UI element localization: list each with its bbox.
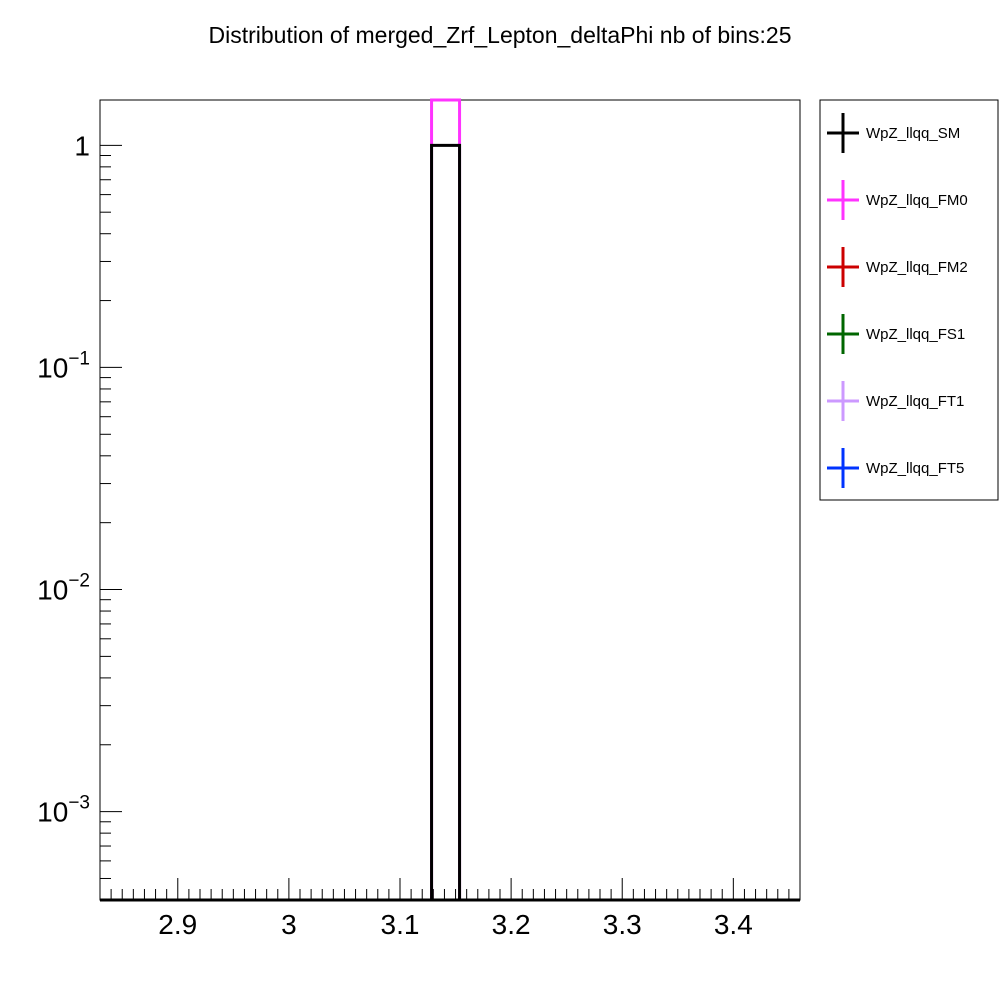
histogram-bar-wpz-llqq-fm0 xyxy=(100,98,800,902)
legend-label: WpZ_llqq_FM0 xyxy=(866,192,968,209)
y-tick-label: 10−3 xyxy=(37,793,90,828)
y-tick-label: 1 xyxy=(74,130,90,161)
x-tick-label: 3.1 xyxy=(381,909,420,940)
x-tick-label: 2.9 xyxy=(158,909,197,940)
x-tick-label: 3 xyxy=(281,909,297,940)
y-tick-label: 10−2 xyxy=(37,571,90,606)
legend-label: WpZ_llqq_FS1 xyxy=(866,326,965,343)
legend-box xyxy=(819,99,999,501)
histogram-series xyxy=(100,98,800,902)
legend: WpZ_llqq_SM WpZ_llqq_FM0 WpZ_llqq_FM2 WpZ_l… xyxy=(819,99,999,501)
legend-label: WpZ_llqq_FT5 xyxy=(866,460,964,477)
histogram-bar-wpz-llqq-sm xyxy=(100,143,800,902)
y-tick-base: 1 xyxy=(74,130,90,161)
x-tick-label: 3.3 xyxy=(603,909,642,940)
x-tick-label: 3.2 xyxy=(492,909,531,940)
y-tick-exponent: −2 xyxy=(68,571,90,592)
legend-label: WpZ_llqq_FT1 xyxy=(866,393,964,410)
chart-title: Distribution of merged_Zrf_Lepton_deltaP… xyxy=(208,22,791,48)
y-tick-exponent: −3 xyxy=(68,793,90,814)
y-tick-base: 10 xyxy=(37,797,68,828)
y-tick-label: 10−1 xyxy=(37,348,90,383)
x-tick-label: 3.4 xyxy=(714,909,753,940)
y-tick-base: 10 xyxy=(37,352,68,383)
y-tick-base: 10 xyxy=(37,575,68,606)
y-tick-exponent: −1 xyxy=(68,348,90,369)
y-axis: 110−110−210−3 xyxy=(37,130,122,901)
x-axis: 2.9 3 3.1 3.2 3.3 3.4 xyxy=(99,878,801,940)
legend-label: WpZ_llqq_FM2 xyxy=(866,259,968,276)
plot-frame xyxy=(99,99,801,901)
legend-label: WpZ_llqq_SM xyxy=(866,125,960,142)
